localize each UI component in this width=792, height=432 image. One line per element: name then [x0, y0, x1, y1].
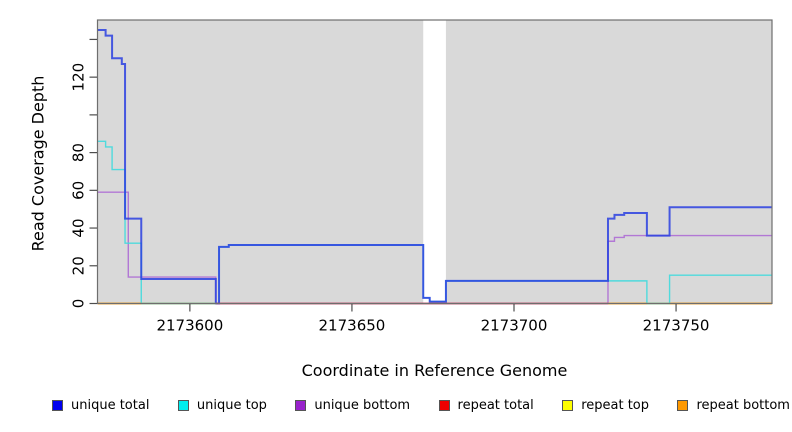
legend-label: repeat total [457, 398, 534, 413]
y-axis-title: Read Coverage Depth [28, 75, 48, 252]
y-tick-label: 0 [70, 299, 88, 309]
x-tick-label: 2173650 [319, 317, 386, 335]
series-unique-total [97, 28, 772, 305]
y-tick-label: 60 [70, 181, 88, 200]
chart-legend: unique total unique top unique bottom repea… [52, 398, 790, 413]
legend-swatch-icon [438, 400, 450, 411]
x-tick-label: 2173700 [481, 317, 548, 335]
x-tick-label: 2173750 [643, 317, 710, 335]
legend-item-repeat-total: repeat total [438, 398, 534, 413]
legend-swatch-icon [177, 400, 189, 411]
y-tick-label: 120 [70, 63, 88, 92]
y-tick-label: 40 [70, 219, 88, 238]
legend-item-repeat-bottom: repeat bottom [677, 398, 790, 413]
legend-item-unique-total: unique total [52, 398, 149, 413]
legend-swatch-icon [562, 400, 574, 411]
plot-border [96, 19, 773, 305]
legend-item-repeat-top: repeat top [562, 398, 649, 413]
legend-label: repeat bottom [696, 398, 790, 413]
legend-swatch-icon [295, 400, 307, 411]
legend-swatch-icon [52, 400, 63, 411]
legend-item-unique-top: unique top [177, 398, 267, 413]
x-tick-label: 2173600 [156, 317, 223, 335]
legend-label: unique top [196, 398, 267, 413]
gap-region [423, 20, 446, 303]
legend-label: unique total [71, 398, 150, 413]
legend-item-unique-bottom: unique bottom [295, 398, 410, 413]
x-axis-title: Coordinate in Reference Genome [301, 361, 568, 380]
y-tick-label: 20 [70, 256, 88, 275]
y-tick-label: 80 [70, 143, 88, 162]
legend-label: repeat top [581, 398, 649, 413]
legend-label: unique bottom [314, 398, 411, 413]
legend-swatch-icon [677, 400, 689, 411]
